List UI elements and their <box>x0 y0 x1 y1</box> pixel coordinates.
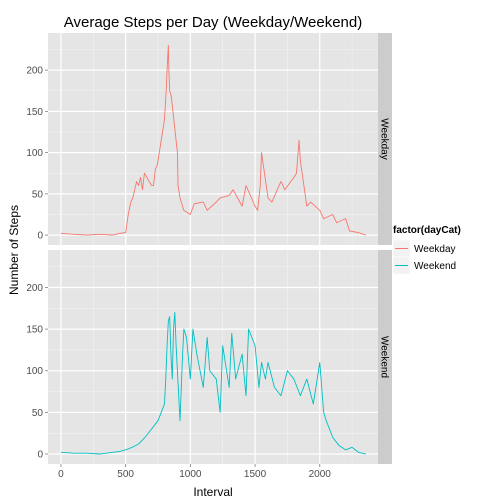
legend-label-weekday: Weekday <box>414 244 456 255</box>
y-tick-label: 100 <box>26 366 43 377</box>
panel-background <box>48 33 378 245</box>
x-axis-title: Interval <box>193 485 232 499</box>
y-tick-label: 0 <box>37 231 43 242</box>
legend-items: Weekday Weekend <box>392 239 456 275</box>
panel-background <box>48 250 378 464</box>
legend: factor(dayCat) Weekday Weekend <box>392 225 461 275</box>
facet-strip <box>378 33 392 245</box>
x-tick-label: 1000 <box>179 469 202 480</box>
series-line-weekend <box>60 312 366 455</box>
panel-weekend: 0 50 100 150 200 Weekend <box>26 250 392 464</box>
y-tick-label: 200 <box>26 66 43 77</box>
series-line-weekday <box>60 44 366 236</box>
y-tick-label: 0 <box>37 450 43 461</box>
legend-title: factor(dayCat) <box>393 225 461 236</box>
x-tick-label: 1500 <box>244 469 267 480</box>
y-tick-label: 50 <box>32 189 44 200</box>
y-tick-label: 100 <box>26 148 43 159</box>
x-tick-label: 2000 <box>309 469 332 480</box>
y-axis-title: Number of Steps <box>7 205 21 295</box>
panel-weekday: 0 50 100 150 200 Weekday <box>26 33 392 245</box>
facet-strip-label: Weekend <box>379 336 390 378</box>
legend-label-weekend: Weekend <box>414 261 456 272</box>
x-tick-label: 500 <box>117 469 134 480</box>
y-tick-label: 50 <box>32 408 44 419</box>
panels: 0 50 100 150 200 Weekday 0 50 100 150 200 Weekend 0 5… <box>26 33 392 480</box>
x-tick-label: 0 <box>58 469 64 480</box>
y-tick-label: 150 <box>26 107 43 118</box>
facet-strip-label: Weekday <box>379 118 390 160</box>
chart-title: Average Steps per Day (Weekday/Weekend) <box>64 14 363 31</box>
y-tick-label: 200 <box>26 283 43 294</box>
y-tick-label: 150 <box>26 325 43 336</box>
facet-strip <box>378 250 392 464</box>
